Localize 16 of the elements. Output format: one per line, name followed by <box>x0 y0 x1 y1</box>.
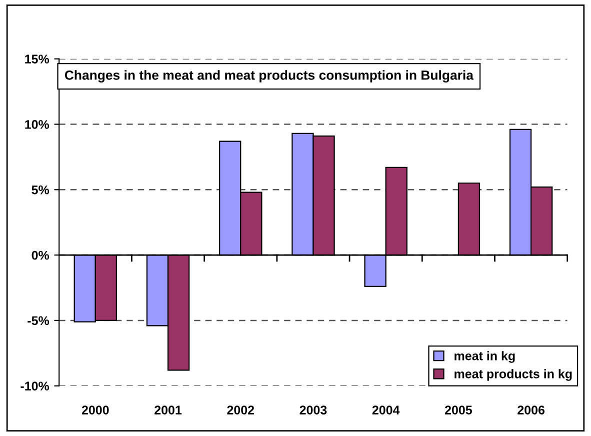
legend-label: meat in kg <box>454 351 515 363</box>
text: Changes in the meat and meat products consumption in Bulgaria <box>64 70 474 82</box>
y-tick-label: 0% <box>32 250 50 260</box>
y-tick-label: 10% <box>25 120 50 129</box>
x-tick-label: 2006 <box>518 406 545 414</box>
y-tick-label: 15% <box>25 54 50 64</box>
y-tick-label: 5% <box>32 185 50 194</box>
x-tick-label: 2005 <box>444 406 472 414</box>
x-tick-label: 2003 <box>300 406 327 415</box>
y-tick-label: -5% <box>28 316 50 326</box>
y-tick-label: -10% <box>20 382 50 391</box>
x-tick-label: 2000 <box>82 406 109 414</box>
x-tick-label: 2002 <box>227 406 254 414</box>
x-tick-label: 2004 <box>372 406 400 414</box>
x-tick-label: 2001 <box>154 406 182 414</box>
legend-label: meat products in kg <box>454 369 572 381</box>
